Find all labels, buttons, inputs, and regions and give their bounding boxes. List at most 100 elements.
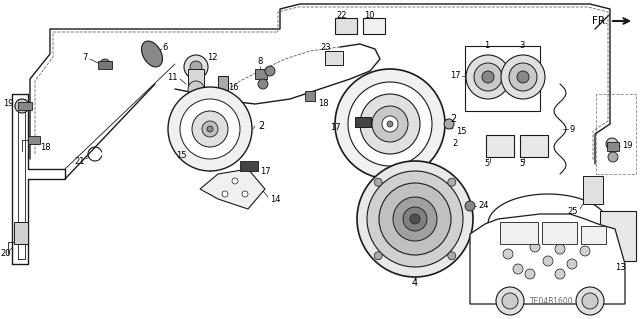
Circle shape xyxy=(242,191,248,197)
Bar xyxy=(465,46,540,111)
Circle shape xyxy=(222,191,228,197)
Text: 4: 4 xyxy=(412,278,418,288)
Circle shape xyxy=(474,63,502,91)
Circle shape xyxy=(525,269,535,279)
Circle shape xyxy=(335,69,445,179)
Text: 10: 10 xyxy=(364,11,374,19)
Circle shape xyxy=(448,252,456,260)
Text: 2: 2 xyxy=(258,121,264,131)
Circle shape xyxy=(100,59,110,69)
Circle shape xyxy=(517,71,529,83)
Circle shape xyxy=(372,106,408,142)
Circle shape xyxy=(194,143,206,155)
Circle shape xyxy=(265,66,275,76)
Circle shape xyxy=(382,116,398,132)
Text: 20: 20 xyxy=(1,249,12,257)
Text: 15: 15 xyxy=(456,127,467,136)
Bar xyxy=(18,102,32,110)
Text: 17: 17 xyxy=(330,122,341,131)
Text: 19: 19 xyxy=(3,100,13,108)
Text: 23: 23 xyxy=(321,42,332,51)
Ellipse shape xyxy=(141,41,163,67)
Circle shape xyxy=(202,121,218,137)
Circle shape xyxy=(403,207,427,231)
Text: 21: 21 xyxy=(74,158,85,167)
Text: 16: 16 xyxy=(228,83,239,92)
Text: 13: 13 xyxy=(614,263,625,271)
Circle shape xyxy=(509,63,537,91)
Circle shape xyxy=(465,201,475,211)
Circle shape xyxy=(466,55,510,99)
Text: 1: 1 xyxy=(484,41,490,50)
Circle shape xyxy=(496,287,524,315)
Bar xyxy=(355,117,371,127)
Text: FR.: FR. xyxy=(592,16,608,26)
Text: 17: 17 xyxy=(451,71,461,80)
Circle shape xyxy=(502,293,518,309)
Circle shape xyxy=(367,171,463,267)
Circle shape xyxy=(393,197,437,241)
Circle shape xyxy=(482,71,494,83)
Bar xyxy=(188,69,204,99)
Bar xyxy=(600,211,636,261)
Circle shape xyxy=(168,87,252,171)
Circle shape xyxy=(205,154,215,164)
Bar xyxy=(520,135,548,157)
Circle shape xyxy=(582,293,598,309)
Circle shape xyxy=(184,55,208,79)
Text: 14: 14 xyxy=(270,195,280,204)
Polygon shape xyxy=(470,214,625,304)
Bar xyxy=(607,142,619,151)
Circle shape xyxy=(191,94,201,104)
Circle shape xyxy=(448,178,456,186)
Text: 12: 12 xyxy=(207,53,218,62)
Circle shape xyxy=(258,79,268,89)
Text: 2: 2 xyxy=(450,114,456,124)
Circle shape xyxy=(180,99,240,159)
Bar xyxy=(542,222,577,244)
Text: 6: 6 xyxy=(162,42,168,51)
Circle shape xyxy=(348,82,432,166)
Circle shape xyxy=(576,287,604,315)
Circle shape xyxy=(207,126,213,132)
Bar xyxy=(596,94,636,174)
Circle shape xyxy=(15,99,29,113)
Bar xyxy=(305,91,315,101)
Circle shape xyxy=(360,94,420,154)
Text: 17: 17 xyxy=(260,167,271,175)
Bar xyxy=(581,226,606,244)
Bar xyxy=(240,161,258,171)
Circle shape xyxy=(232,178,238,184)
Circle shape xyxy=(197,146,203,152)
Bar xyxy=(325,51,343,65)
Circle shape xyxy=(387,121,393,127)
Text: 5: 5 xyxy=(484,160,490,168)
Text: 9: 9 xyxy=(570,124,575,133)
Text: 18: 18 xyxy=(318,100,328,108)
Circle shape xyxy=(374,178,382,186)
Circle shape xyxy=(513,264,523,274)
Circle shape xyxy=(374,252,382,260)
Circle shape xyxy=(608,152,618,162)
Polygon shape xyxy=(200,169,265,209)
Text: TE04B1600: TE04B1600 xyxy=(530,296,573,306)
Text: 3: 3 xyxy=(519,41,525,50)
Circle shape xyxy=(555,269,565,279)
Circle shape xyxy=(357,161,473,277)
Circle shape xyxy=(580,246,590,256)
Text: 11: 11 xyxy=(168,72,178,81)
Bar xyxy=(500,222,538,244)
Circle shape xyxy=(606,138,618,150)
Circle shape xyxy=(503,249,513,259)
Circle shape xyxy=(567,259,577,269)
Circle shape xyxy=(192,111,228,147)
Bar xyxy=(14,222,28,244)
Circle shape xyxy=(530,242,540,252)
Circle shape xyxy=(379,183,451,255)
Circle shape xyxy=(188,81,204,97)
Bar xyxy=(335,18,357,34)
Text: 15: 15 xyxy=(177,152,187,160)
Circle shape xyxy=(444,119,454,129)
Bar xyxy=(486,135,514,157)
Bar xyxy=(363,18,385,34)
